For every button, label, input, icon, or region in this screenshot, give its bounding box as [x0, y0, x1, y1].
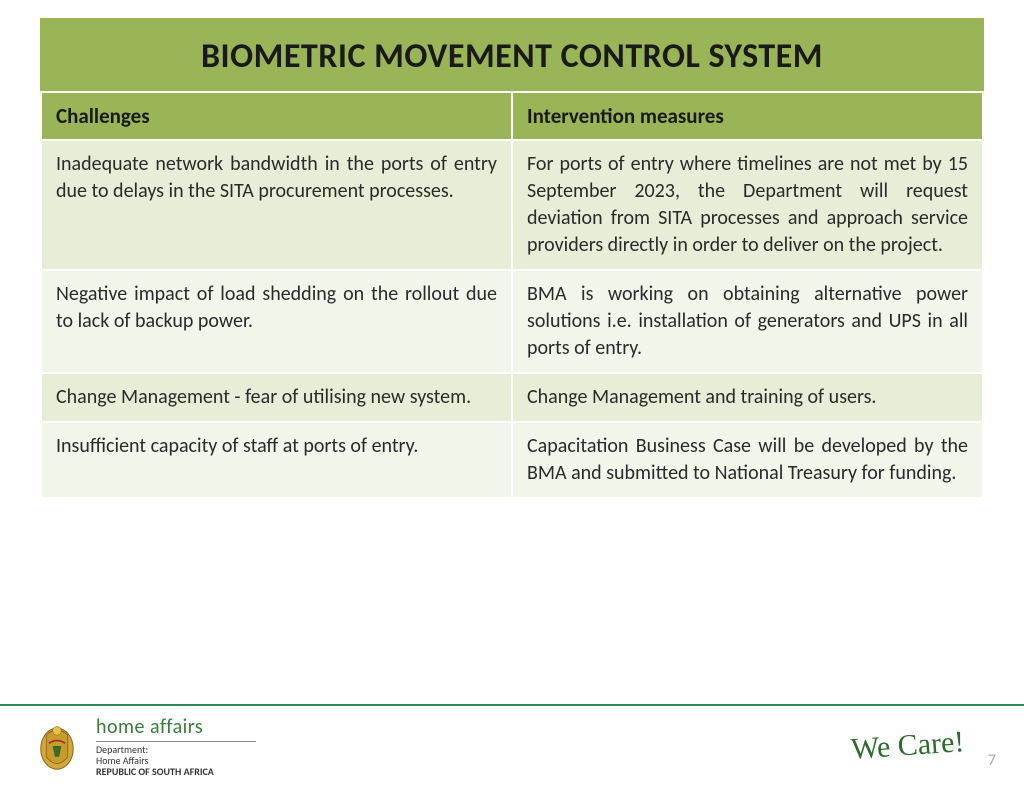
slide-title: BIOMETRIC MOVEMENT CONTROL SYSTEM [40, 36, 984, 77]
cell-challenge: Change Management - fear of utilising ne… [41, 373, 512, 422]
table-row: Negative impact of load shedding on the … [41, 270, 983, 373]
cell-challenge: Negative impact of load shedding on the … [41, 270, 512, 373]
dept-sub3: REPUBLIC OF SOUTH AFRICA [96, 766, 256, 777]
dept-rule [96, 741, 256, 742]
cell-intervention: BMA is working on obtaining alternative … [512, 270, 983, 373]
table-row: Inadequate network bandwidth in the port… [41, 140, 983, 270]
cell-challenge: Inadequate network bandwidth in the port… [41, 140, 512, 270]
col-interventions: Intervention measures [512, 92, 983, 140]
coat-of-arms-icon [30, 719, 84, 773]
col-challenges: Challenges [41, 92, 512, 140]
cell-intervention: Capacitation Business Case will be devel… [512, 422, 983, 498]
table-header-row: Challenges Intervention measures [41, 92, 983, 140]
table-row: Insufficient capacity of staff at ports … [41, 422, 983, 498]
footer: home affairs Department: Home Affairs RE… [0, 706, 1024, 786]
title-bar: BIOMETRIC MOVEMENT CONTROL SYSTEM [40, 18, 984, 91]
dept-title: home affairs [96, 716, 256, 738]
slide: BIOMETRIC MOVEMENT CONTROL SYSTEM Challe… [0, 18, 1024, 786]
dept-sub1: Department: [96, 744, 256, 755]
cell-intervention: Change Management and training of users. [512, 373, 983, 422]
tagline: We Care! [850, 725, 965, 767]
challenges-table: Challenges Intervention measures Inadequ… [40, 91, 984, 499]
department-block: home affairs Department: Home Affairs RE… [96, 716, 256, 777]
cell-intervention: For ports of entry where timelines are n… [512, 140, 983, 270]
cell-challenge: Insufficient capacity of staff at ports … [41, 422, 512, 498]
page-number: 7 [988, 751, 996, 770]
dept-sub2: Home Affairs [96, 755, 256, 766]
table-row: Change Management - fear of utilising ne… [41, 373, 983, 422]
